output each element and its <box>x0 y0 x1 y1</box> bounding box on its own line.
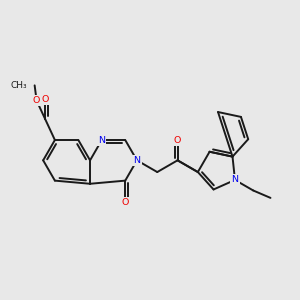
Text: O: O <box>32 96 40 105</box>
Text: O: O <box>122 198 129 207</box>
Text: O: O <box>174 136 181 145</box>
Text: N: N <box>98 136 105 145</box>
Text: O: O <box>41 95 49 104</box>
Text: N: N <box>232 176 238 184</box>
Text: CH₃: CH₃ <box>11 81 27 90</box>
Text: N: N <box>134 156 140 165</box>
